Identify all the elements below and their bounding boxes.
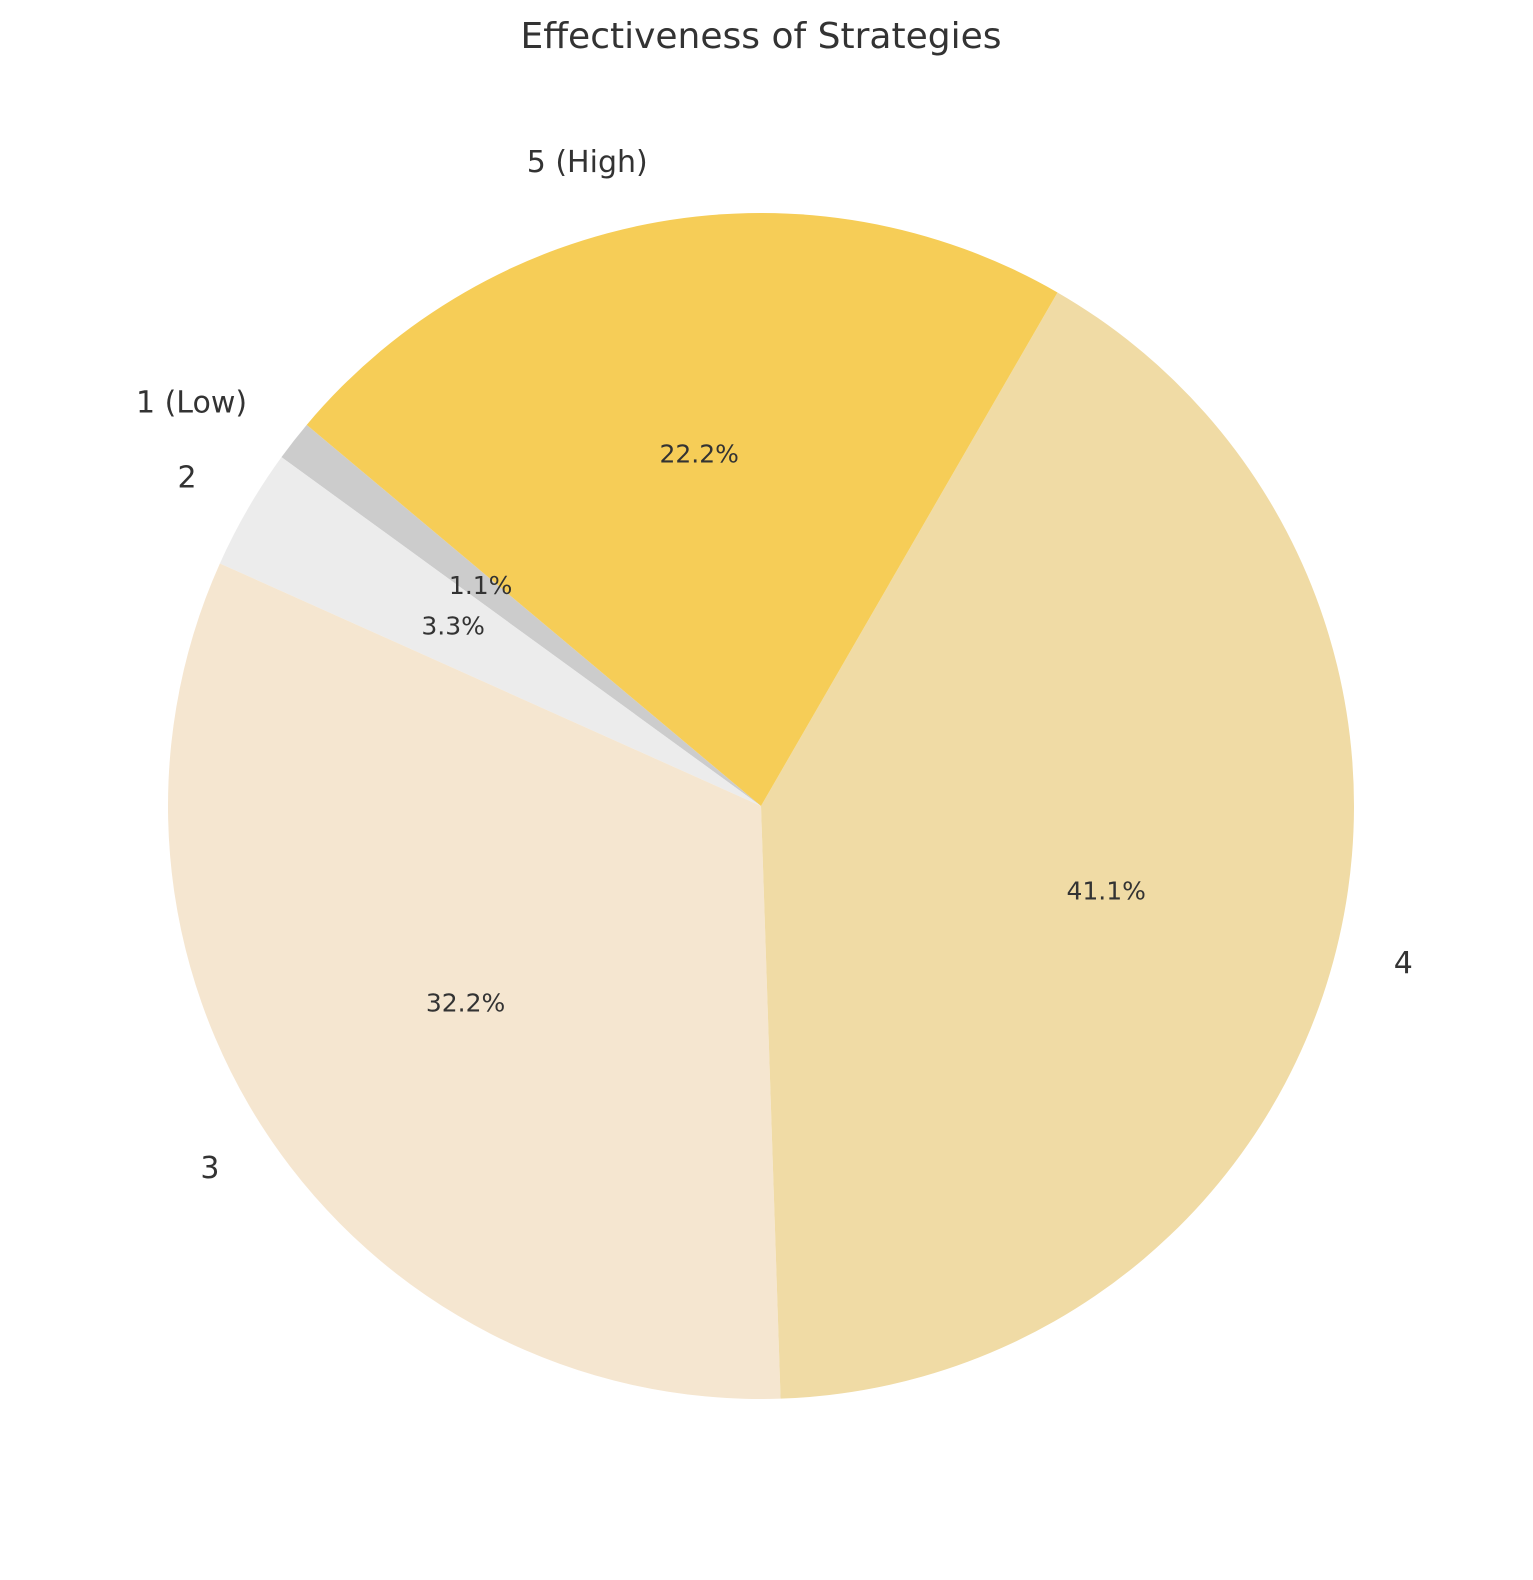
slice-category-label: 4 — [1394, 946, 1413, 981]
pie-slice-3 — [168, 563, 781, 1400]
slice-percentage-label: 22.2% — [660, 440, 739, 469]
percentage-labels: 1.1% 3.3% 32.2% 41.1% 22.2% — [421, 440, 1145, 1018]
slice-category-label: 1 (Low) — [136, 386, 247, 421]
pie-slice-2 — [219, 457, 762, 806]
chart-title: Effectiveness of Strategies — [521, 16, 1002, 57]
slice-percentage-label: 41.1% — [1066, 876, 1145, 905]
slice-percentage-label: 3.3% — [421, 612, 485, 641]
pie-slice-1 — [281, 424, 761, 806]
slice-category-label: 5 (High) — [527, 145, 648, 180]
slice-category-label: 3 — [200, 1151, 219, 1186]
category-labels: 1 (Low) 2 3 4 5 (High) — [136, 145, 1413, 1186]
pie-slice-4 — [761, 292, 1354, 1399]
pie-slices — [168, 212, 1354, 1400]
slice-percentage-label: 32.2% — [426, 988, 505, 1017]
slice-category-label: 2 — [178, 460, 197, 495]
slice-percentage-label: 1.1% — [449, 571, 513, 600]
pie-slice-5 — [306, 212, 1058, 806]
